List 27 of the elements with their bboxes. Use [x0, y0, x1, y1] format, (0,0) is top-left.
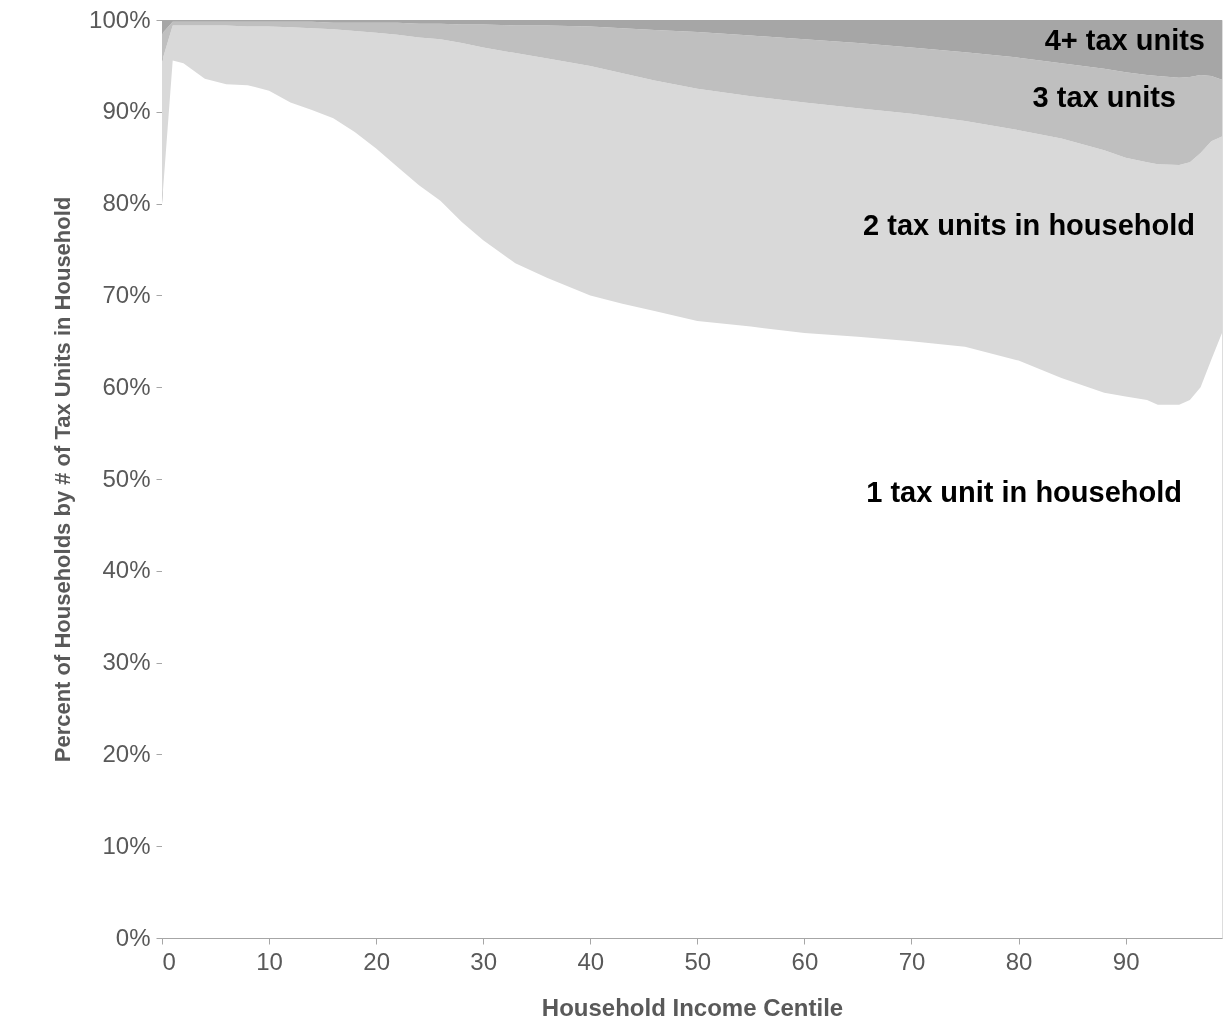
y-tick-label: 80% — [102, 189, 151, 217]
y-tick-label: 90% — [102, 97, 151, 125]
x-tick-label: 30 — [470, 947, 498, 975]
series-label: 2 tax units in household — [863, 209, 1195, 241]
series-label: 3 tax units — [1032, 81, 1176, 113]
x-tick-label: 90 — [1112, 947, 1140, 975]
x-tick-label: 60 — [791, 947, 819, 975]
y-tick-label: 10% — [102, 831, 151, 859]
x-axis-title: Household Income Centile — [541, 993, 844, 1021]
y-axis-title: Percent of Households by # of Tax Units in Household — [50, 196, 76, 763]
x-tick-label: 70 — [898, 947, 926, 975]
x-tick-label: 40 — [577, 947, 605, 975]
y-tick-label: 70% — [102, 280, 151, 308]
y-tick-label: 100% — [89, 5, 151, 33]
y-tick-label: 0% — [115, 923, 151, 951]
y-tick-label: 30% — [102, 648, 151, 676]
y-tick-label: 20% — [102, 739, 151, 767]
series-label: 4+ tax units — [1044, 24, 1205, 56]
x-tick-label: 10 — [256, 947, 283, 975]
series-label: 1 tax unit in household — [866, 476, 1182, 508]
x-tick-label: 0 — [162, 947, 176, 975]
x-tick-label: 50 — [684, 947, 712, 975]
x-tick-label: 80 — [1005, 947, 1033, 975]
x-tick-label: 20 — [363, 947, 390, 975]
y-tick-label: 40% — [102, 556, 151, 584]
y-tick-label: 60% — [102, 372, 151, 400]
y-tick-label: 50% — [102, 464, 151, 492]
